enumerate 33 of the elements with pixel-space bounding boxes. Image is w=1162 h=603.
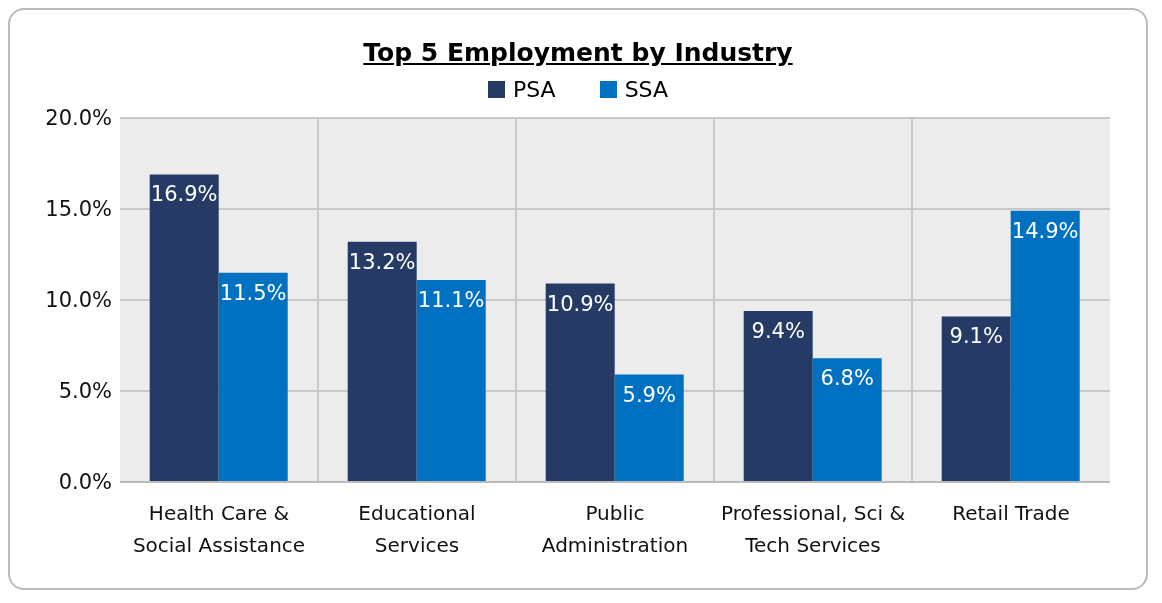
x-tick-label: Retail Trade bbox=[952, 501, 1070, 525]
bar bbox=[347, 241, 417, 482]
data-label: 13.2% bbox=[348, 249, 416, 274]
data-label: 16.9% bbox=[150, 182, 218, 207]
data-label: 9.1% bbox=[949, 324, 1003, 349]
x-tick-label: Public Administration bbox=[541, 501, 689, 557]
bar bbox=[218, 272, 288, 482]
chart-title: Top 5 Employment by Industry bbox=[362, 38, 794, 67]
y-tick-label: 0.0% bbox=[58, 470, 112, 495]
data-label: 6.8% bbox=[820, 366, 874, 391]
x-tick-label: Educational Services bbox=[358, 501, 476, 557]
data-label: 14.9% bbox=[1011, 218, 1079, 243]
data-label: 11.5% bbox=[219, 280, 287, 305]
legend-label: PSA bbox=[512, 77, 556, 102]
bar bbox=[614, 374, 684, 482]
bar bbox=[1010, 210, 1080, 482]
data-label: 10.9% bbox=[546, 291, 614, 316]
y-tick-label: 5.0% bbox=[58, 379, 112, 404]
bar bbox=[416, 279, 486, 482]
data-label: 5.9% bbox=[622, 382, 676, 407]
data-label: 9.4% bbox=[751, 318, 805, 343]
bar bbox=[743, 310, 813, 482]
bar bbox=[149, 174, 219, 482]
bar bbox=[545, 283, 615, 482]
y-tick-label: 10.0% bbox=[45, 288, 112, 313]
y-tick-label: 15.0% bbox=[45, 197, 112, 222]
x-tick-label: Health Care & Social Assistance bbox=[132, 501, 306, 557]
data-label: 11.1% bbox=[417, 287, 485, 312]
bar bbox=[812, 358, 882, 482]
y-tick-label: 20.0% bbox=[45, 106, 112, 131]
x-tick-label: Professional, Sci & Tech Services bbox=[720, 501, 906, 557]
bar bbox=[941, 316, 1011, 482]
legend-label: SSA bbox=[624, 77, 669, 102]
